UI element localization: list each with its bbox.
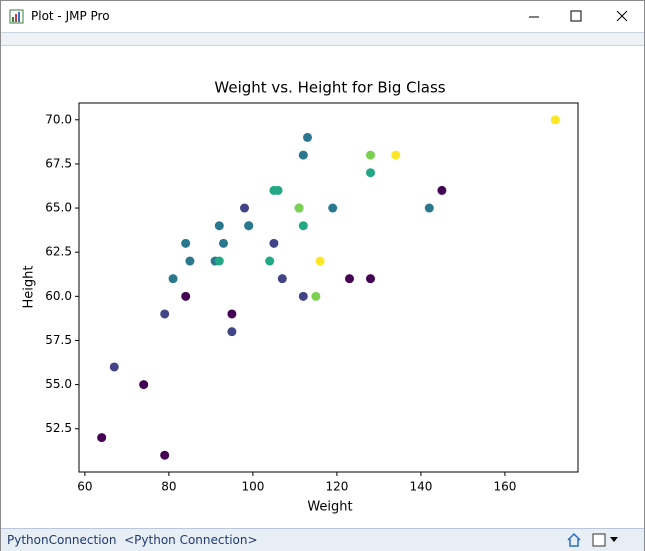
chart: Weight vs. Height for Big Class Weight H… <box>22 79 579 515</box>
y-tick-label: 55.0 <box>45 377 72 391</box>
y-tick-label: 60.0 <box>45 289 72 303</box>
point <box>328 203 338 213</box>
title-bar: Plot - JMP Pro <box>1 1 644 32</box>
point <box>214 221 224 231</box>
status-icons[interactable] <box>564 530 634 550</box>
point <box>109 362 119 372</box>
point <box>214 256 224 266</box>
point <box>366 150 376 160</box>
plot-frame <box>78 102 579 473</box>
y-tick-label: 62.5 <box>45 245 72 259</box>
point <box>294 203 304 213</box>
window-controls[interactable] <box>514 1 644 32</box>
point <box>227 327 237 337</box>
x-tick-label: 80 <box>161 480 176 494</box>
point <box>244 221 254 231</box>
y-tick-label: 57.5 <box>45 333 72 347</box>
chart-title: Weight vs. Height for Big Class <box>214 79 445 97</box>
y-tick-label: 65.0 <box>45 201 72 215</box>
window-title: Plot - JMP Pro <box>31 9 110 23</box>
point <box>185 256 195 266</box>
point <box>298 150 308 160</box>
y-axis-label: Height <box>22 266 37 309</box>
close-button[interactable] <box>616 10 628 22</box>
status-text: PythonConnection <Python Connection> <box>7 533 258 547</box>
point <box>168 274 178 284</box>
x-axis-label: Weight <box>307 500 352 515</box>
point <box>391 150 401 160</box>
y-tick-label: 70.0 <box>45 112 72 126</box>
y-tick-label: 52.5 <box>45 421 72 435</box>
x-tick-label: 120 <box>325 480 348 494</box>
point <box>311 291 321 301</box>
point <box>227 309 237 319</box>
point <box>298 221 308 231</box>
point <box>181 238 191 248</box>
point <box>97 433 107 443</box>
point <box>269 238 279 248</box>
point <box>550 115 560 125</box>
x-tick-label: 100 <box>241 480 264 494</box>
point <box>160 450 170 460</box>
status-bar: PythonConnection <Python Connection> <box>1 528 644 551</box>
point <box>315 256 325 266</box>
point <box>366 168 376 178</box>
point <box>345 274 355 284</box>
point <box>265 256 275 266</box>
toolbar <box>1 32 644 46</box>
point <box>366 274 376 284</box>
point <box>302 132 312 142</box>
point <box>277 274 287 284</box>
point <box>298 291 308 301</box>
app-icon <box>9 9 24 24</box>
x-tick-label: 160 <box>493 480 516 494</box>
point <box>239 203 249 213</box>
point <box>273 185 283 195</box>
point <box>181 291 191 301</box>
maximize-button[interactable] <box>570 10 582 22</box>
x-tick-label: 60 <box>77 480 92 494</box>
point <box>139 380 149 390</box>
point <box>160 309 170 319</box>
point <box>218 238 228 248</box>
point <box>437 185 447 195</box>
y-tick-label: 67.5 <box>45 156 72 170</box>
x-tick-label: 140 <box>409 480 432 494</box>
point <box>424 203 434 213</box>
